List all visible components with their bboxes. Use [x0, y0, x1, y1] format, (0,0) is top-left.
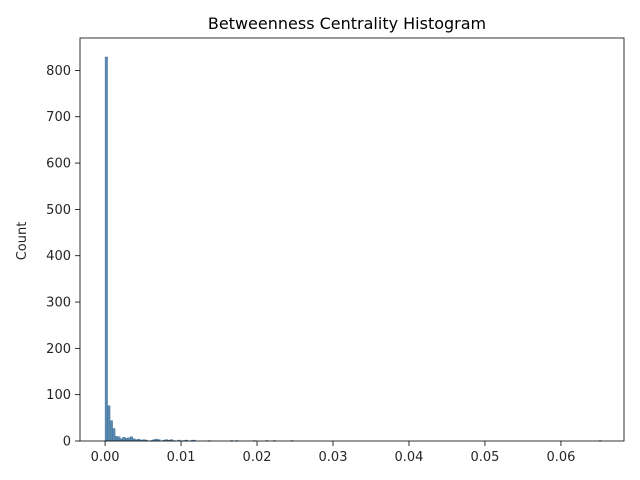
- y-axis-label: Count: [15, 222, 30, 261]
- histogram-bar: [124, 438, 128, 442]
- histogram-bar: [114, 436, 118, 442]
- y-tick-label: 700: [46, 110, 71, 125]
- histogram-bar: [122, 437, 126, 442]
- histogram-bar: [109, 420, 113, 442]
- histogram-bar: [129, 436, 133, 442]
- chart-title: Betweenness Centrality Histogram: [208, 14, 486, 33]
- y-tick-label: 300: [46, 296, 71, 311]
- y-tick-label: 800: [46, 64, 71, 79]
- y-tick-label: 400: [46, 249, 71, 264]
- y-tick-label: 600: [46, 157, 71, 172]
- y-tick-label: 500: [46, 203, 71, 218]
- histogram-bar: [127, 437, 131, 442]
- x-tick-label: 0.00: [91, 450, 120, 465]
- x-tick-label: 0.04: [395, 450, 424, 465]
- y-axis-ticks: 0 100 200 300 400 500 600 700 800: [46, 64, 80, 450]
- histogram-bar: [117, 436, 121, 442]
- x-tick-label: 0.01: [167, 450, 196, 465]
- y-tick-label: 0: [63, 435, 71, 450]
- y-tick-label: 100: [46, 388, 71, 403]
- x-axis-ticks: 0.00 0.01 0.02 0.03 0.04 0.05 0.06: [91, 441, 575, 465]
- histogram-bar: [107, 405, 111, 442]
- plot-frame: [79, 37, 625, 442]
- x-tick-label: 0.06: [546, 450, 575, 465]
- histogram-bar: [112, 428, 116, 442]
- x-tick-label: 0.05: [470, 450, 499, 465]
- x-tick-label: 0.02: [243, 450, 272, 465]
- histogram-bar: [104, 56, 108, 442]
- x-tick-label: 0.03: [319, 450, 348, 465]
- y-tick-label: 200: [46, 342, 71, 357]
